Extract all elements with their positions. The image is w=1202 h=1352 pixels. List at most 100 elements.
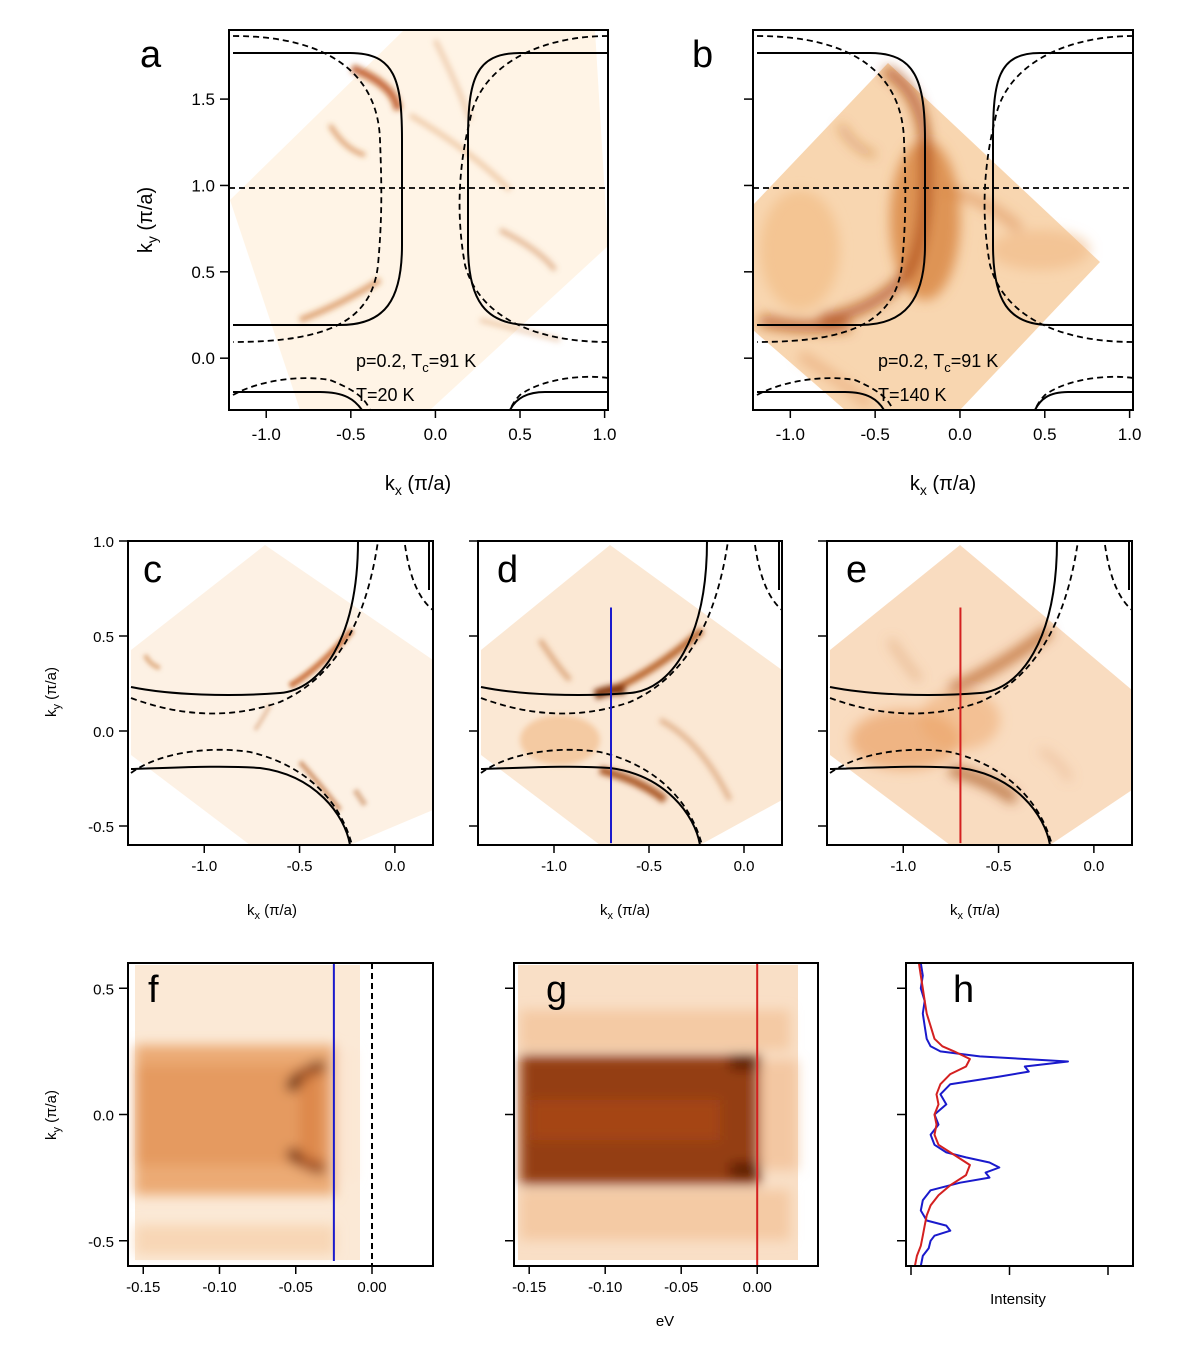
panel-a-annotation-line1: p=0.2, Tc=91 K [356, 351, 476, 375]
x-tick-label: -0.10 [588, 1279, 622, 1296]
x-tick-label: 0.00 [357, 1279, 386, 1296]
panel-a-label: a [140, 34, 162, 76]
panel-d-label: d [497, 549, 518, 591]
x-tick-label: 1.0 [1118, 425, 1142, 444]
panel-b-label: b [692, 34, 713, 76]
x-tick-label: 0.00 [743, 1279, 772, 1296]
panel-h-xlabel: Intensity [990, 1291, 1046, 1308]
panel-c-frame [127, 540, 434, 846]
panel-c-ticks: -1.0 -0.5 0.0 -0.5 0.0 0.5 1.0 [88, 534, 405, 875]
x-tick-label: -0.5 [986, 858, 1012, 875]
x-tick-label: 1.0 [593, 425, 617, 444]
panel-f-label: f [148, 969, 159, 1011]
panel-a-ylabel: ky (π/a) [135, 187, 160, 253]
panel-f: -0.15 -0.10 -0.05 0.00 -0.5 0.0 0.5 f ky (π/a) [43, 962, 434, 1296]
x-tick-label: -0.15 [126, 1279, 160, 1296]
panel-a-frame [228, 29, 609, 411]
panel-e-xlabel: kx (π/a) [950, 902, 1000, 922]
panel-d-xlabel: kx (π/a) [600, 902, 650, 922]
y-tick-label: 1.0 [191, 176, 215, 195]
panel-a-ticks: -1.0 -0.5 0.0 0.5 1.0 0.0 0.5 1.0 1.5 [191, 90, 616, 444]
y-tick-label: 0.0 [93, 724, 114, 741]
panel-f-ticks: -0.15 -0.10 -0.05 0.00 -0.5 0.0 0.5 [88, 981, 386, 1296]
x-tick-label: 0.0 [948, 425, 972, 444]
x-tick-label: -0.05 [279, 1279, 313, 1296]
mdc-series-line [913, 963, 971, 1266]
panel-d-map-bg [481, 545, 782, 845]
panel-b-xlabel: kx (π/a) [910, 473, 976, 498]
x-tick-label: -0.5 [860, 425, 889, 444]
panel-c-ylabel: ky (π/a) [43, 667, 63, 717]
x-tick-label: -1.0 [252, 425, 281, 444]
panel-h-ticks [897, 987, 1109, 1275]
x-tick-label: -0.5 [287, 858, 313, 875]
panel-d-heatmap [481, 545, 782, 845]
panel-a-heatmap [230, 30, 608, 410]
x-tick-label: -1.0 [191, 858, 217, 875]
panel-g-xlabel: eV [656, 1313, 674, 1330]
panel-e-fs-contours [829, 541, 1132, 845]
panel-e: -1.0 -0.5 0.0 e kx (π/a) [818, 540, 1133, 922]
panel-e-frame [826, 540, 1133, 846]
panel-e-heatmap [830, 545, 1132, 845]
panel-d-frame [477, 540, 783, 846]
panel-g-features [520, 1010, 798, 1240]
mdc-series-line [919, 963, 1069, 1266]
panel-g-ticks: -0.15 -0.10 -0.05 0.00 [505, 987, 772, 1296]
panel-g: -0.15 -0.10 -0.05 0.00 g eV [505, 962, 819, 1330]
y-tick-label: 0.5 [93, 981, 114, 998]
panel-f-heatmap [135, 965, 360, 1260]
x-tick-label: -0.05 [664, 1279, 698, 1296]
panel-b-annotation-line2: T=140 K [878, 385, 947, 405]
panel-b-ticks: -1.0 -0.5 0.0 0.5 1.0 [744, 98, 1142, 444]
panel-g-heatmap [518, 965, 798, 1260]
panel-b-frame [752, 29, 1134, 411]
panel-b-heatmap [753, 63, 1100, 410]
x-tick-label: -0.15 [512, 1279, 546, 1296]
panel-b: -1.0 -0.5 0.0 0.5 1.0 b p=0.2, Tc=91 K T=140… [692, 29, 1142, 498]
x-tick-label: -0.5 [336, 425, 365, 444]
panel-h-lines [913, 963, 1069, 1266]
panel-h: h Intensity [897, 962, 1134, 1308]
panel-c-fs-contours [130, 541, 433, 845]
panel-c-map-bg [131, 545, 433, 845]
panel-h-frame [905, 962, 1134, 1267]
panel-c-heatmap [131, 545, 433, 845]
x-tick-label: 0.0 [384, 858, 405, 875]
panel-b-fs-contours [753, 35, 1133, 410]
panel-c-label: c [143, 549, 162, 591]
y-tick-label: -0.5 [88, 819, 114, 836]
panel-f-features [135, 1045, 355, 1255]
x-tick-label: -1.0 [541, 858, 567, 875]
panel-c-features [142, 628, 368, 812]
panel-c-xlabel: kx (π/a) [247, 902, 297, 922]
x-tick-label: -0.10 [202, 1279, 236, 1296]
panel-f-vlines [332, 963, 373, 1266]
y-tick-label: 0.0 [191, 349, 215, 368]
panel-a-fs-contours [229, 35, 608, 410]
panel-g-label: g [546, 969, 567, 1011]
x-tick-label: -1.0 [890, 858, 916, 875]
y-tick-label: 1.0 [93, 534, 114, 551]
x-tick-label: 0.5 [508, 425, 532, 444]
x-tick-label: -1.0 [776, 425, 805, 444]
panel-e-features [850, 626, 1073, 804]
x-tick-label: 0.0 [734, 858, 755, 875]
panel-a-xlabel: kx (π/a) [385, 473, 451, 498]
panel-e-label: e [846, 549, 867, 591]
x-tick-label: 0.0 [424, 425, 448, 444]
x-tick-label: 0.0 [1083, 858, 1104, 875]
panel-d-ticks: -1.0 -0.5 0.0 [469, 540, 755, 875]
y-tick-label: 0.0 [93, 1108, 114, 1125]
x-tick-label: 0.5 [1033, 425, 1057, 444]
y-tick-label: -0.5 [88, 1234, 114, 1251]
panel-a: -1.0 -0.5 0.0 0.5 1.0 0.0 0.5 1.0 1.5 a p=0.2, T… [135, 29, 616, 498]
x-tick-label: -0.5 [636, 858, 662, 875]
panel-e-ticks: -1.0 -0.5 0.0 [818, 540, 1104, 875]
y-tick-label: 0.5 [93, 629, 114, 646]
panel-b-annotation-line1: p=0.2, Tc=91 K [878, 351, 998, 375]
panel-d: -1.0 -0.5 0.0 d kx (π/a) [469, 540, 783, 922]
panel-h-label: h [953, 969, 974, 1011]
y-tick-label: 1.5 [191, 90, 215, 109]
